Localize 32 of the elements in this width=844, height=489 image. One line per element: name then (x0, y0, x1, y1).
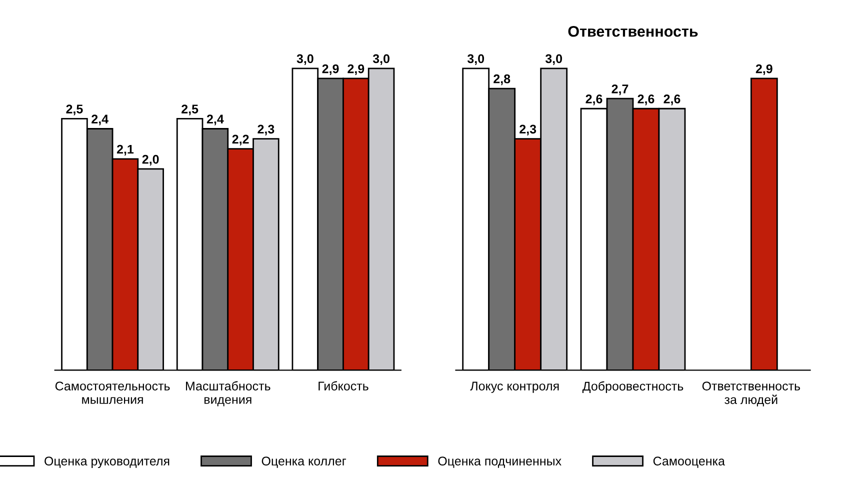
data-label: 2,7 (612, 84, 628, 96)
x-tick-label: Самостоятельность мышления (55, 382, 170, 404)
x-tick-label: Масштабность видения (186, 381, 270, 406)
data-label: 2,0 (142, 154, 159, 166)
x-tick-label: Ответственность за людей (702, 382, 800, 406)
data-label: 2,9 (322, 64, 339, 76)
data-label: 2,3 (258, 124, 274, 136)
x-tick-label: Гибкость (318, 381, 368, 390)
data-label: 2,5 (66, 104, 83, 116)
data-label: 2,9 (348, 64, 364, 76)
data-label: 2,9 (756, 64, 772, 76)
data-label: 2,4 (206, 114, 224, 126)
data-label: 2,6 (586, 94, 602, 106)
data-label: 3,0 (467, 54, 484, 65)
legend-label: Оценка подчиненных (438, 456, 562, 468)
data-label: 2,3 (520, 124, 536, 136)
legend-label: Оценка коллег (262, 456, 346, 468)
chart-title: Ответственность (568, 26, 698, 37)
x-tick-label: Локус контроля (470, 382, 559, 393)
legend-label: Оценка руководителя (44, 456, 170, 468)
data-label: 3,0 (372, 54, 390, 65)
data-label: 2,2 (232, 134, 249, 146)
data-label: 3,0 (296, 54, 314, 65)
data-label: 2,6 (664, 94, 680, 106)
data-label: 2,8 (494, 74, 510, 86)
data-label: 2,5 (182, 104, 198, 116)
data-label: 2,6 (638, 94, 654, 106)
data-label: 2,1 (116, 144, 134, 156)
x-tick-label: Доброовестность (582, 381, 684, 394)
data-label: 2,4 (92, 114, 108, 126)
data-label: 3,0 (545, 54, 562, 65)
legend-label: Самооценка (653, 456, 725, 468)
